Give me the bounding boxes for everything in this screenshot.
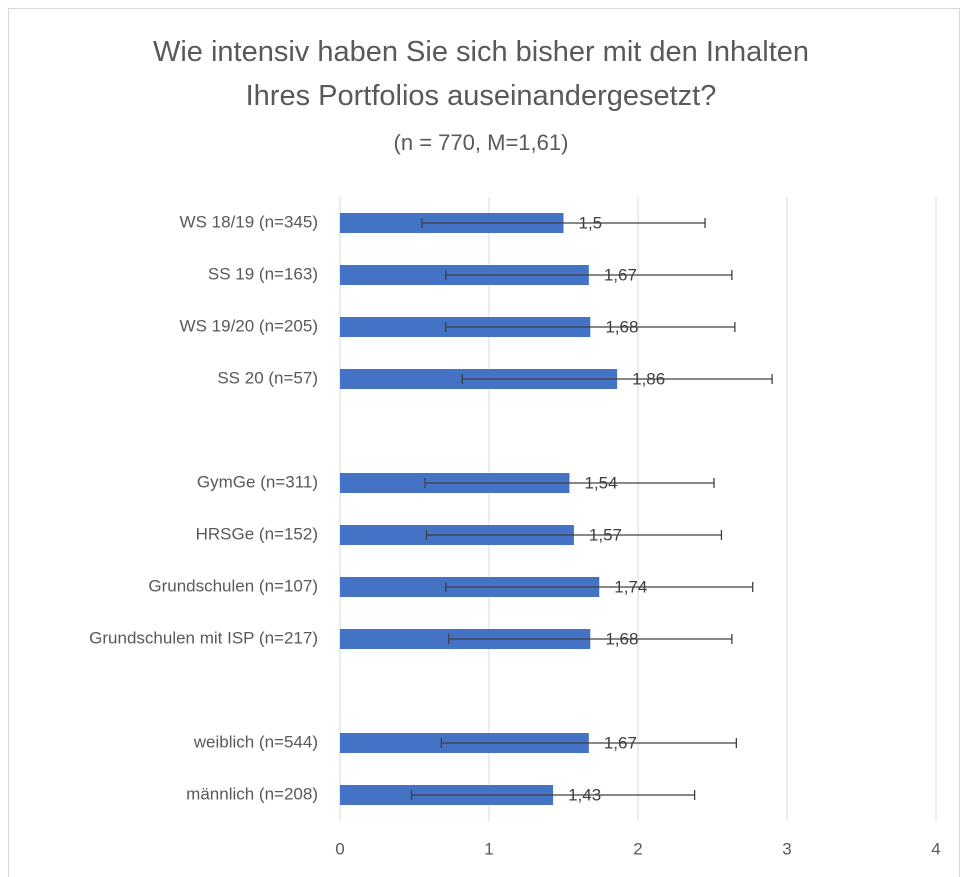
chart-frame [8, 8, 960, 877]
y-tick-label: HRSGe (n=152) [196, 524, 318, 543]
data-label: 1,57 [589, 525, 622, 544]
y-tick-label: GymGe (n=311) [197, 472, 318, 491]
y-tick-label: Grundschulen (n=107) [148, 576, 318, 595]
data-label: 1,67 [604, 265, 637, 284]
y-tick-label: männlich (n=208) [186, 784, 318, 803]
y-tick-label: SS 20 (n=57) [217, 368, 318, 387]
data-label: 1,5 [579, 213, 603, 232]
error-bar [440, 738, 737, 748]
y-tick-label: WS 18/19 (n=345) [180, 212, 318, 231]
x-tick-label: 0 [335, 839, 344, 858]
data-label: 1,68 [605, 317, 638, 336]
error-bar [445, 582, 754, 592]
error-bar [410, 790, 696, 800]
x-tick-label: 1 [484, 839, 493, 858]
error-bar [425, 530, 723, 540]
y-tick-label: Grundschulen mit ISP (n=217) [89, 628, 318, 647]
y-tick-label: weiblich (n=544) [193, 732, 318, 751]
error-bar [445, 270, 733, 280]
error-bar [421, 218, 706, 228]
x-tick-label: 2 [633, 839, 642, 858]
data-label: 1,43 [568, 785, 601, 804]
error-bar [424, 478, 715, 488]
chart-subtitle: (n = 770, M=1,61) [393, 130, 569, 155]
x-tick-label: 3 [782, 839, 791, 858]
error-bar [445, 322, 736, 332]
y-tick-label: WS 19/20 (n=205) [180, 316, 318, 335]
data-label: 1,68 [605, 629, 638, 648]
data-label: 1,67 [604, 733, 637, 752]
data-label: 1,74 [614, 577, 647, 596]
data-label: 1,54 [584, 473, 617, 492]
chart-title: Wie intensiv haben Sie sich bisher mit d… [152, 36, 810, 112]
x-tick-label: 4 [931, 839, 940, 858]
data-label: 1,86 [632, 369, 665, 388]
error-bar [448, 634, 733, 644]
y-tick-label: SS 19 (n=163) [208, 264, 318, 283]
error-bar [461, 374, 773, 384]
